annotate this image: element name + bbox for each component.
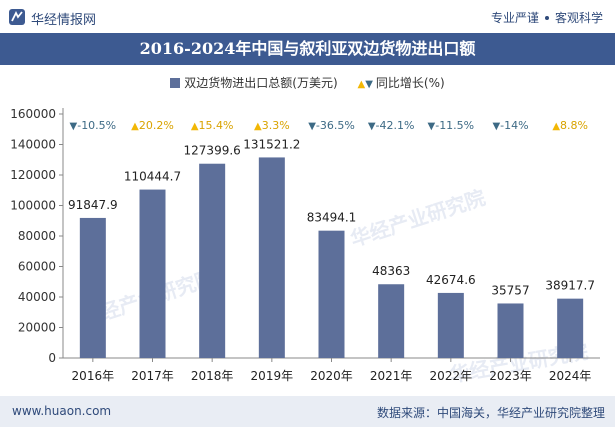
bar: [437, 292, 464, 358]
x-tick-label: 2016年: [72, 369, 115, 383]
growth-up-triangle-icon: ▲: [552, 121, 560, 132]
growth-up-triangle-icon: ▲: [131, 121, 139, 132]
bar: [557, 298, 584, 358]
bar: [318, 230, 345, 358]
triangle-down-icon: ▼: [365, 79, 373, 90]
growth-value: 8.8%: [560, 119, 588, 132]
growth-down-triangle-icon: ▼: [428, 121, 436, 132]
huajing-logo-icon: [9, 9, 25, 25]
legend-item-bars: 双边货物进出口总额(万美元): [170, 76, 338, 90]
growth-value: 20.2%: [139, 119, 174, 132]
footer-url-link[interactable]: www.huaon.com: [12, 404, 112, 418]
growth-label: ▲20.2%: [131, 119, 174, 132]
bar-value-label: 83494.1: [307, 211, 357, 225]
x-tick-label: 2019年: [251, 369, 294, 383]
bar: [378, 284, 405, 358]
x-tick-label: 2023年: [489, 369, 532, 383]
growth-value: -10.5%: [77, 119, 116, 132]
triangle-up-icon: ▲: [357, 79, 366, 90]
bar-chart: 华经产业研究院华经产业研究院华经产业研究院0200004000060000800…: [10, 107, 600, 387]
legend-bar-swatch-icon: [170, 78, 181, 88]
bar-value-label: 35757: [491, 283, 529, 297]
y-tick-label: 0: [48, 351, 56, 365]
y-tick-label: 140000: [10, 138, 56, 152]
y-tick-label: 80000: [18, 229, 56, 243]
slogan: 专业严谨 客观科学: [491, 9, 603, 26]
footer-band: [0, 396, 615, 427]
bar-value-label: 42674.6: [426, 273, 476, 287]
top-bar: 华经情报网 专业严谨 客观科学: [0, 0, 615, 33]
x-tick-label: 2020年: [310, 369, 353, 383]
bar-value-label: 91847.9: [68, 198, 118, 212]
legend-bar-label: 双边货物进出口总额(万美元): [184, 76, 338, 90]
y-tick-label: 100000: [10, 199, 56, 213]
growth-value: -42.1%: [376, 119, 415, 132]
bar: [79, 217, 106, 358]
bar-value-label: 48363: [372, 264, 410, 278]
brand-name: 华经情报网: [31, 13, 97, 28]
separator-dot-icon: [544, 15, 549, 20]
bar: [139, 189, 166, 358]
growth-value: -11.5%: [435, 119, 474, 132]
growth-label: ▼-42.1%: [368, 119, 415, 132]
bar: [497, 303, 524, 358]
y-tick-label: 120000: [10, 168, 56, 182]
bar-value-label: 110444.7: [124, 170, 181, 184]
x-tick-label: 2018年: [191, 369, 234, 383]
growth-value: 3.3%: [262, 119, 290, 132]
growth-label: ▲15.4%: [191, 119, 234, 132]
y-tick-label: 60000: [18, 260, 56, 274]
footer-source: 数据来源：中国海关，华经产业研究院整理: [376, 406, 605, 420]
growth-label: ▼-10.5%: [70, 119, 117, 132]
growth-down-triangle-icon: ▼: [308, 121, 316, 132]
y-tick-label: 160000: [10, 107, 56, 121]
growth-value: -36.5%: [316, 119, 355, 132]
growth-label: ▲8.8%: [552, 119, 588, 132]
growth-label: ▼-11.5%: [428, 119, 475, 132]
bar-value-label: 127399.6: [184, 144, 241, 158]
growth-value: 15.4%: [199, 119, 234, 132]
bar-value-label: 38917.7: [545, 279, 595, 293]
watermark-text: 华经产业研究院: [348, 185, 489, 251]
title-band: [0, 33, 615, 65]
x-tick-label: 2022年: [430, 369, 473, 383]
bar-value-label: 131521.2: [243, 137, 300, 151]
growth-value: -14%: [500, 119, 528, 132]
slogan-tag-2: 客观科学: [554, 11, 603, 25]
growth-down-triangle-icon: ▼: [492, 121, 500, 132]
legend-item-growth: ▲▼ 同比增长(%): [358, 76, 445, 90]
y-tick-label: 20000: [18, 321, 56, 335]
growth-up-triangle-icon: ▲: [254, 121, 262, 132]
x-tick-label: 2021年: [370, 369, 413, 383]
growth-up-triangle-icon: ▲: [191, 121, 199, 132]
legend-growth-label: 同比增长(%): [375, 76, 445, 90]
x-tick-label: 2017年: [131, 369, 174, 383]
growth-label: ▼-14%: [492, 119, 528, 132]
chart-legend: 双边货物进出口总额(万美元) ▲▼ 同比增长(%): [0, 74, 615, 91]
growth-label: ▼-36.5%: [308, 119, 355, 132]
x-tick-label: 2024年: [549, 369, 592, 383]
slogan-tag-1: 专业严谨: [490, 11, 539, 25]
bar: [199, 163, 226, 358]
growth-down-triangle-icon: ▼: [368, 121, 376, 132]
chart-title: 2016-2024年中国与叙利亚双边货物进出口额: [139, 39, 476, 58]
growth-label: ▲3.3%: [254, 119, 290, 132]
bar: [258, 157, 285, 358]
growth-down-triangle-icon: ▼: [70, 121, 78, 132]
y-tick-label: 40000: [18, 290, 56, 304]
